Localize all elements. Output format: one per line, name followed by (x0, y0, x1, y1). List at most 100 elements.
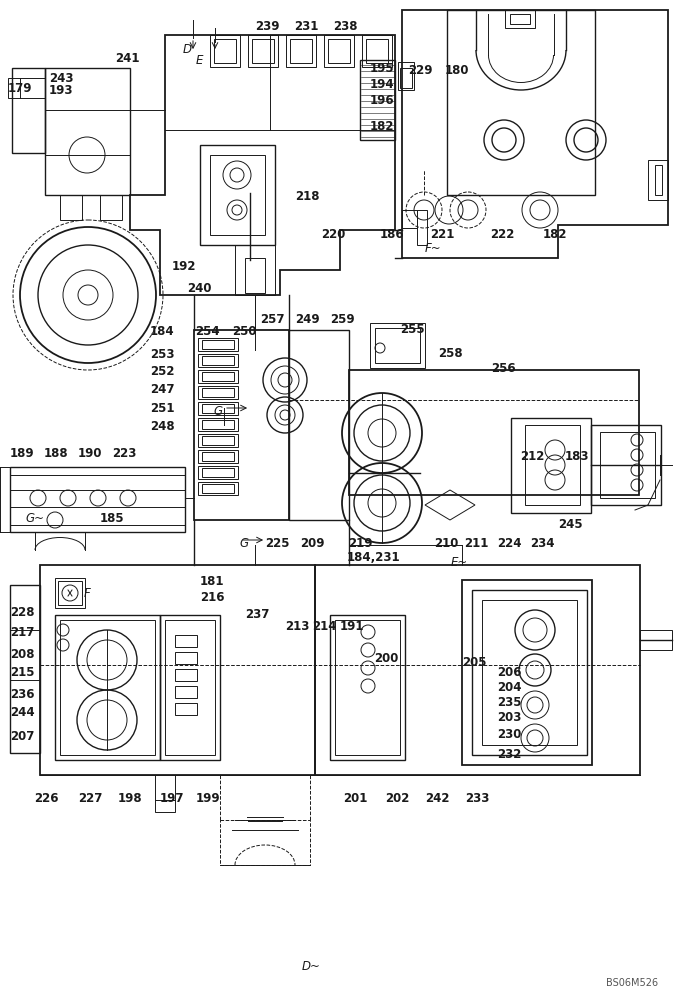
Text: 240: 240 (187, 282, 212, 295)
Bar (349, 370, 639, 495)
Bar (198, 434, 238, 447)
Text: 242: 242 (425, 792, 450, 805)
Text: 256: 256 (491, 362, 516, 375)
Text: 249: 249 (295, 313, 320, 326)
Bar (58, 581, 82, 605)
Text: 180: 180 (445, 64, 470, 77)
Bar (198, 386, 238, 399)
Text: 204: 204 (497, 681, 521, 694)
Bar (655, 165, 662, 195)
Bar (198, 370, 238, 383)
Bar (417, 210, 427, 245)
Bar (198, 450, 238, 463)
Text: 205: 205 (462, 656, 487, 669)
Text: G: G (239, 537, 248, 550)
Text: 255: 255 (400, 323, 425, 336)
Text: 186: 186 (380, 228, 405, 241)
Text: 258: 258 (438, 347, 462, 360)
Text: 254: 254 (195, 325, 220, 338)
Text: 194: 194 (370, 78, 395, 91)
Bar (360, 60, 395, 140)
Text: 259: 259 (330, 313, 355, 326)
Bar (286, 35, 316, 67)
Text: 199: 199 (196, 792, 220, 805)
Bar (447, 10, 595, 195)
Bar (328, 39, 350, 63)
Text: 182: 182 (543, 228, 567, 241)
Bar (289, 330, 349, 520)
Text: 217: 217 (10, 626, 34, 639)
Text: 192: 192 (172, 260, 197, 273)
Bar (202, 356, 234, 365)
Bar (202, 388, 234, 397)
Text: 198: 198 (118, 792, 143, 805)
Bar (198, 402, 238, 415)
Text: D~: D~ (302, 960, 321, 973)
Bar (214, 39, 236, 63)
Bar (55, 615, 160, 760)
Text: 201: 201 (343, 792, 367, 805)
Text: 222: 222 (490, 228, 514, 241)
Bar (248, 35, 278, 67)
Bar (472, 590, 587, 755)
Text: BS06M526: BS06M526 (606, 978, 658, 988)
Text: F: F (84, 587, 91, 600)
Text: G: G (213, 405, 222, 418)
Text: 248: 248 (150, 420, 174, 433)
Text: 221: 221 (430, 228, 454, 241)
Text: 234: 234 (530, 537, 554, 550)
Text: 230: 230 (497, 728, 521, 741)
Bar (155, 800, 175, 812)
Bar (640, 630, 672, 650)
Bar (198, 482, 238, 495)
Bar (202, 420, 234, 429)
Text: 185: 185 (100, 512, 124, 525)
Text: 228: 228 (10, 606, 34, 619)
Text: 191: 191 (340, 620, 364, 633)
Bar (505, 10, 535, 28)
Text: 207: 207 (10, 730, 34, 743)
Text: 195: 195 (370, 62, 395, 75)
Bar (202, 452, 234, 461)
Text: 245: 245 (558, 518, 583, 531)
Text: 181: 181 (200, 575, 224, 588)
Text: 190: 190 (78, 447, 103, 460)
Text: D: D (183, 43, 192, 56)
Bar (511, 418, 591, 513)
Bar (198, 354, 238, 367)
Text: 223: 223 (112, 447, 137, 460)
Bar (315, 565, 640, 775)
Text: 233: 233 (465, 792, 489, 805)
Bar (202, 404, 234, 413)
Bar (525, 425, 580, 505)
Bar (10, 475, 185, 525)
Text: 188: 188 (44, 447, 69, 460)
Bar (252, 39, 274, 63)
Text: 179: 179 (8, 82, 32, 95)
Bar (220, 820, 310, 865)
Bar (600, 432, 655, 498)
Bar (400, 68, 412, 88)
Text: 216: 216 (200, 591, 224, 604)
Bar (175, 686, 197, 698)
Text: F~: F~ (425, 242, 441, 255)
Bar (335, 620, 400, 755)
Bar (202, 340, 234, 349)
Text: 206: 206 (497, 666, 521, 679)
Bar (462, 580, 592, 765)
Text: 202: 202 (385, 792, 410, 805)
Bar (175, 669, 197, 681)
Text: 232: 232 (497, 748, 521, 761)
Bar (198, 466, 238, 479)
Text: 224: 224 (497, 537, 521, 550)
Bar (194, 330, 289, 520)
Bar (165, 620, 215, 755)
Text: 235: 235 (497, 696, 521, 709)
Bar (12, 68, 45, 153)
Bar (210, 35, 240, 67)
Text: 193: 193 (49, 84, 74, 97)
Bar (375, 328, 420, 363)
Bar (235, 245, 275, 295)
Bar (330, 615, 405, 760)
Text: 253: 253 (150, 348, 174, 361)
